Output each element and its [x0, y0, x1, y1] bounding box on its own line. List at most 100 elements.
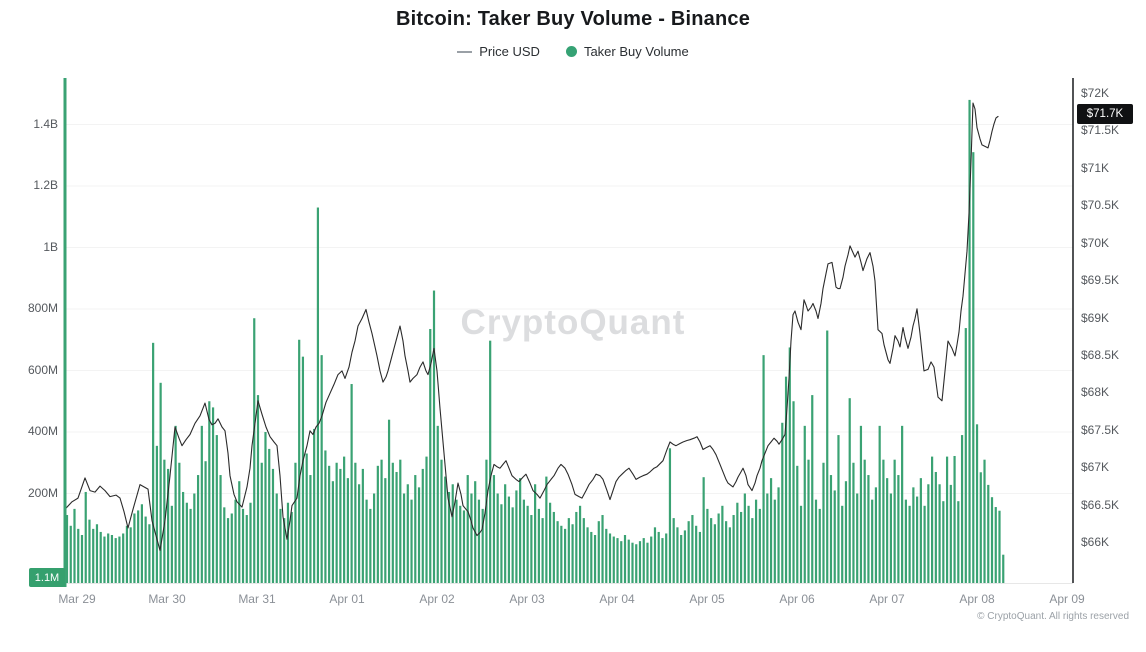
volume-bar[interactable]	[942, 501, 945, 583]
volume-bar[interactable]	[934, 471, 937, 583]
volume-bar[interactable]	[189, 508, 192, 584]
volume-bar[interactable]	[994, 507, 997, 583]
volume-bar[interactable]	[354, 462, 357, 583]
volume-bar[interactable]	[421, 468, 424, 583]
volume-bar[interactable]	[526, 505, 529, 583]
volume-bar[interactable]	[773, 499, 776, 583]
volume-bar[interactable]	[901, 425, 904, 583]
volume-bar[interactable]	[279, 508, 282, 584]
volume-bar[interactable]	[706, 508, 709, 584]
volume-bar[interactable]	[249, 502, 252, 583]
volume-bar[interactable]	[511, 507, 514, 583]
volume-bar[interactable]	[522, 499, 525, 583]
volume-bar[interactable]	[563, 528, 567, 583]
volume-bar[interactable]	[133, 513, 136, 583]
volume-bar[interactable]	[567, 518, 570, 583]
volume-bar[interactable]	[211, 407, 215, 583]
volume-bar[interactable]	[957, 501, 960, 583]
volume-bar[interactable]	[425, 456, 428, 583]
volume-bar[interactable]	[642, 538, 645, 583]
volume-bar[interactable]	[88, 519, 91, 583]
volume-bar[interactable]	[65, 515, 69, 583]
volume-bar[interactable]	[769, 478, 773, 584]
volume-bar[interactable]	[687, 521, 690, 583]
volume-bar[interactable]	[238, 481, 241, 583]
volume-bar[interactable]	[736, 502, 739, 583]
volume-bar[interactable]	[264, 432, 267, 583]
volume-bar[interactable]	[646, 542, 649, 583]
volume-bar[interactable]	[897, 475, 900, 583]
volume-bar[interactable]	[822, 462, 825, 583]
volume-bar[interactable]	[230, 513, 233, 583]
volume-bar[interactable]	[185, 502, 188, 583]
volume-bar[interactable]	[867, 475, 870, 583]
volume-bar[interactable]	[110, 535, 114, 583]
volume-bar[interactable]	[799, 505, 803, 583]
volume-bar[interactable]	[874, 487, 878, 583]
volume-bar[interactable]	[466, 475, 469, 583]
volume-bar[interactable]	[155, 445, 158, 583]
volume-bar[interactable]	[983, 459, 986, 583]
volume-bar[interactable]	[975, 424, 979, 583]
volume-bar[interactable]	[691, 515, 694, 583]
volume-bar[interactable]	[754, 499, 758, 583]
volume-bar[interactable]	[893, 459, 896, 583]
volume-bar[interactable]	[313, 428, 316, 583]
volume-bar[interactable]	[459, 505, 462, 583]
volume-bar[interactable]	[631, 542, 634, 583]
volume-bar[interactable]	[358, 484, 361, 583]
volume-bar[interactable]	[672, 518, 675, 583]
volume-bar[interactable]	[859, 425, 863, 583]
volume-bar[interactable]	[361, 468, 364, 583]
volume-bar[interactable]	[328, 465, 331, 583]
volume-bar[interactable]	[80, 535, 84, 583]
volume-bar[interactable]	[792, 401, 795, 583]
volume-bar[interactable]	[725, 521, 728, 583]
volume-bar[interactable]	[912, 487, 915, 583]
volume-bar[interactable]	[429, 328, 432, 583]
volume-bar[interactable]	[889, 493, 892, 584]
volume-bar[interactable]	[298, 339, 301, 583]
volume-bar[interactable]	[316, 207, 320, 583]
volume-bar[interactable]	[73, 508, 76, 584]
volume-bar[interactable]	[953, 455, 956, 583]
volume-bar[interactable]	[107, 533, 110, 583]
volume-bar[interactable]	[294, 462, 297, 583]
volume-bar[interactable]	[500, 504, 503, 583]
volume-bar[interactable]	[916, 496, 919, 583]
volume-bar[interactable]	[537, 508, 540, 584]
volume-bar[interactable]	[964, 328, 967, 583]
volume-bar[interactable]	[638, 541, 642, 583]
volume-bar[interactable]	[159, 382, 162, 583]
volume-bar[interactable]	[777, 487, 780, 583]
volume-bar[interactable]	[661, 538, 664, 583]
volume-bar[interactable]	[766, 493, 769, 584]
volume-bar[interactable]	[414, 475, 417, 583]
volume-bar[interactable]	[95, 524, 99, 583]
volume-bar[interactable]	[590, 531, 593, 583]
volume-bar[interactable]	[781, 422, 784, 583]
volume-bar[interactable]	[560, 525, 563, 583]
volume-bar[interactable]	[350, 384, 353, 583]
volume-bar[interactable]	[384, 478, 387, 584]
volume-bar[interactable]	[226, 518, 230, 583]
volume-bar[interactable]	[683, 530, 687, 583]
volume-bar[interactable]	[923, 505, 926, 583]
volume-bar[interactable]	[852, 462, 855, 583]
volume-bar[interactable]	[331, 481, 334, 583]
volume-bar[interactable]	[320, 355, 323, 584]
volume-bar[interactable]	[515, 490, 518, 583]
volume-bar[interactable]	[908, 505, 911, 583]
volume-bar[interactable]	[309, 475, 312, 583]
volume-bar[interactable]	[290, 511, 293, 583]
volume-bar[interactable]	[268, 448, 271, 583]
volume-bar[interactable]	[938, 484, 941, 583]
volume-bar[interactable]	[796, 465, 799, 583]
volume-bar[interactable]	[470, 493, 473, 584]
volume-bar[interactable]	[406, 484, 409, 583]
volume-bar[interactable]	[148, 524, 151, 583]
volume-bar[interactable]	[395, 471, 398, 583]
volume-bar[interactable]	[241, 508, 245, 584]
volume-bar[interactable]	[882, 459, 885, 583]
volume-bar[interactable]	[552, 511, 555, 583]
